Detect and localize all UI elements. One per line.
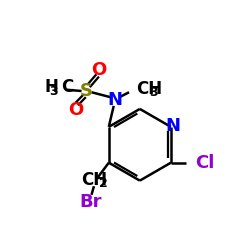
Text: 2: 2	[99, 177, 108, 190]
Text: 3: 3	[50, 85, 58, 98]
Text: CH: CH	[136, 80, 162, 98]
Text: N: N	[166, 116, 181, 134]
Text: S: S	[80, 82, 93, 100]
Text: N: N	[108, 91, 122, 109]
Text: Cl: Cl	[196, 154, 215, 172]
Text: CH: CH	[81, 171, 107, 189]
Text: Br: Br	[79, 193, 102, 211]
Text: O: O	[68, 100, 83, 118]
Text: H: H	[44, 78, 58, 96]
Text: 3: 3	[149, 86, 158, 99]
Text: C: C	[61, 78, 74, 96]
Text: O: O	[91, 61, 106, 79]
